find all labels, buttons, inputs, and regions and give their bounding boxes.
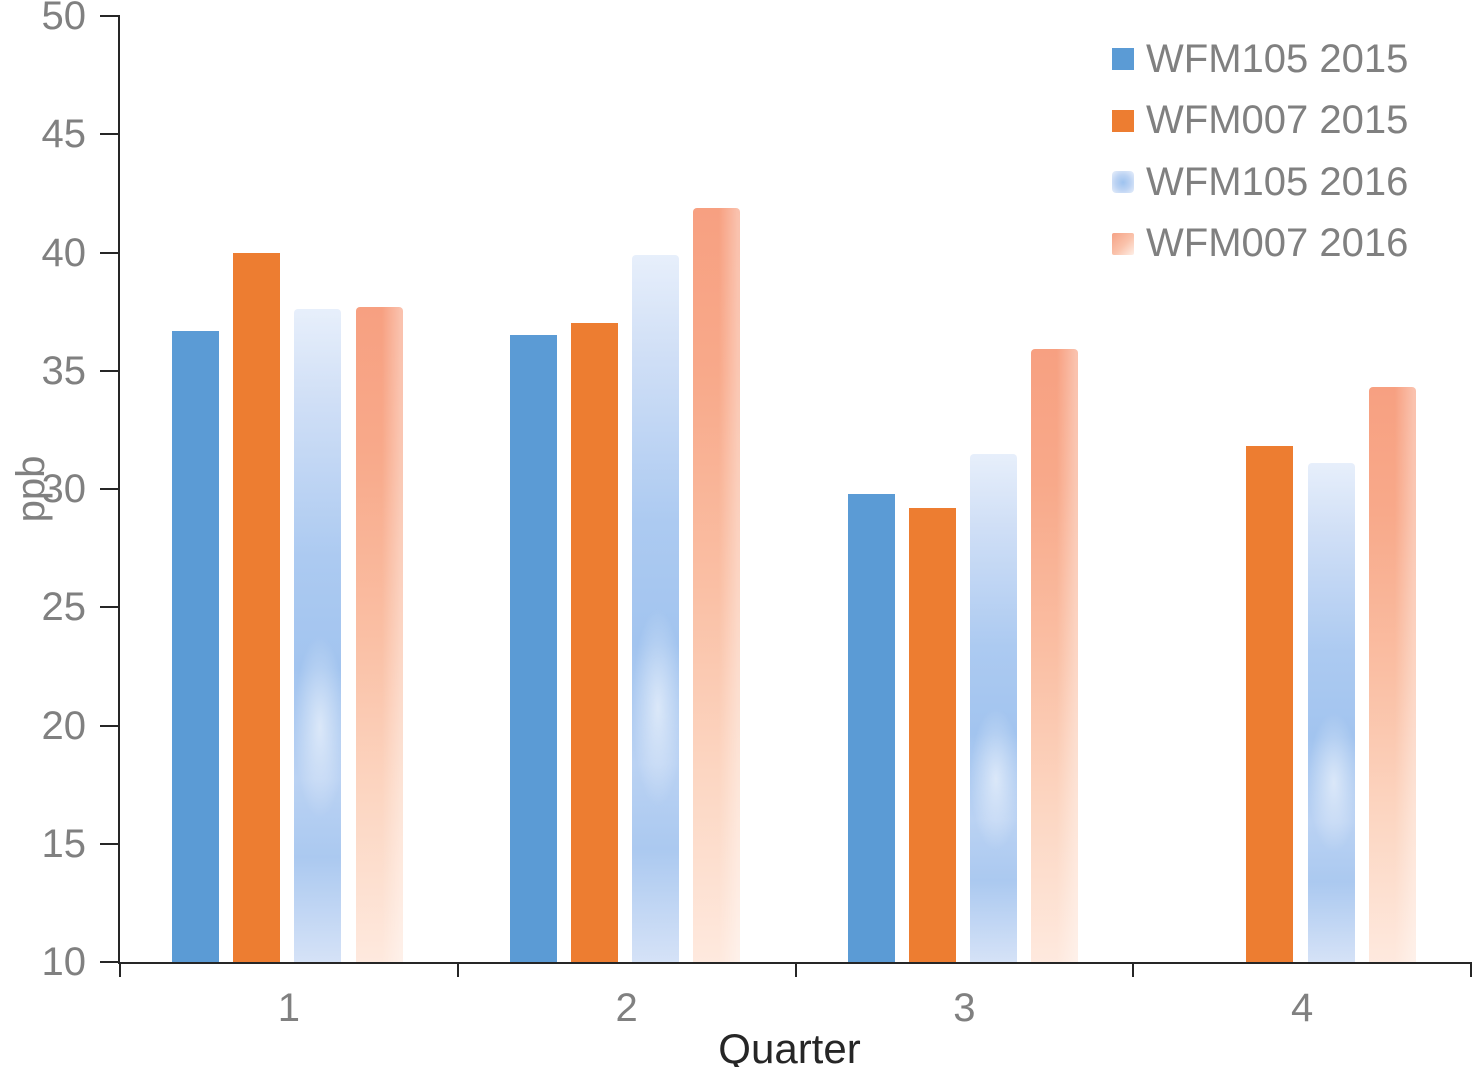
legend-marker-solid-orange: [1112, 109, 1134, 132]
legend-entry: WFM007 2016: [1112, 213, 1408, 275]
bar-WFM007-2016-q2: [693, 207, 741, 962]
y-axis-tick-label: 45: [41, 112, 87, 157]
y-axis-tick: [100, 133, 120, 136]
category-label: 4: [1291, 986, 1314, 1030]
x-axis-tick: [456, 962, 459, 977]
y-axis-tick-label: 40: [41, 230, 87, 275]
bar-WFM007-2015-q4: [1246, 446, 1294, 962]
bar-WFM105-2015-q3: [847, 493, 895, 962]
y-axis-tick-label: 50: [41, 0, 87, 38]
category-label: 2: [615, 986, 638, 1030]
bar-WFM105-2016-q4: [1307, 462, 1355, 962]
y-axis-tick-label: 25: [41, 585, 87, 630]
legend-label: WFM007 2015: [1146, 98, 1409, 142]
y-axis-tick-label: 30: [41, 467, 87, 511]
x-axis-title: Quarter: [718, 1025, 861, 1067]
x-axis-tick: [1132, 962, 1135, 977]
y-axis-tick: [100, 488, 120, 490]
category-label: 3: [953, 986, 976, 1030]
y-axis-tick: [100, 15, 120, 17]
bar-WFM105-2016-q3: [969, 453, 1017, 962]
legend-marker-grad-blue: [1112, 171, 1134, 193]
bar-WFM105-2016-q1: [294, 309, 342, 962]
legend-entry: WFM105 2015: [1112, 28, 1408, 90]
y-axis-tick: [100, 961, 120, 963]
x-axis-tick: [119, 962, 121, 977]
legend-marker-solid-blue: [1112, 48, 1134, 70]
bar-WFM007-2016-q4: [1368, 387, 1416, 962]
x-axis-tick: [794, 962, 797, 977]
y-axis-tick: [100, 842, 120, 845]
y-axis-tick: [100, 606, 120, 609]
y-axis-tick-label: 35: [41, 348, 87, 393]
bar-WFM105-2015-q1: [172, 330, 219, 962]
y-axis-tick-label: 10: [41, 940, 87, 984]
bar-WFM007-2015-q2: [570, 323, 618, 962]
category-label: 1: [277, 986, 300, 1030]
legend-entry: WFM007 2015: [1112, 90, 1408, 152]
x-axis-tick: [1470, 962, 1472, 977]
y-axis-tick: [100, 251, 120, 254]
bar-WFM007-2016-q3: [1031, 349, 1079, 962]
legend-entry: WFM105 2016: [1112, 151, 1408, 213]
y-axis-tick-label: 15: [41, 821, 87, 866]
legend-marker-grad-orange: [1112, 232, 1134, 255]
legend-label: WFM007 2016: [1146, 221, 1409, 265]
y-axis-tick-label: 20: [41, 703, 87, 748]
bar-WFM007-2016-q1: [355, 306, 403, 962]
legend-label: WFM105 2015: [1146, 36, 1409, 81]
bar-WFM007-2015-q1: [233, 252, 281, 962]
y-axis-tick: [100, 369, 120, 372]
legend-label: WFM105 2016: [1146, 159, 1409, 204]
bar-WFM007-2015-q3: [908, 507, 956, 962]
y-axis-tick: [100, 724, 120, 727]
bar-WFM105-2016-q2: [632, 254, 680, 962]
bar-WFM105-2015-q2: [509, 335, 557, 962]
